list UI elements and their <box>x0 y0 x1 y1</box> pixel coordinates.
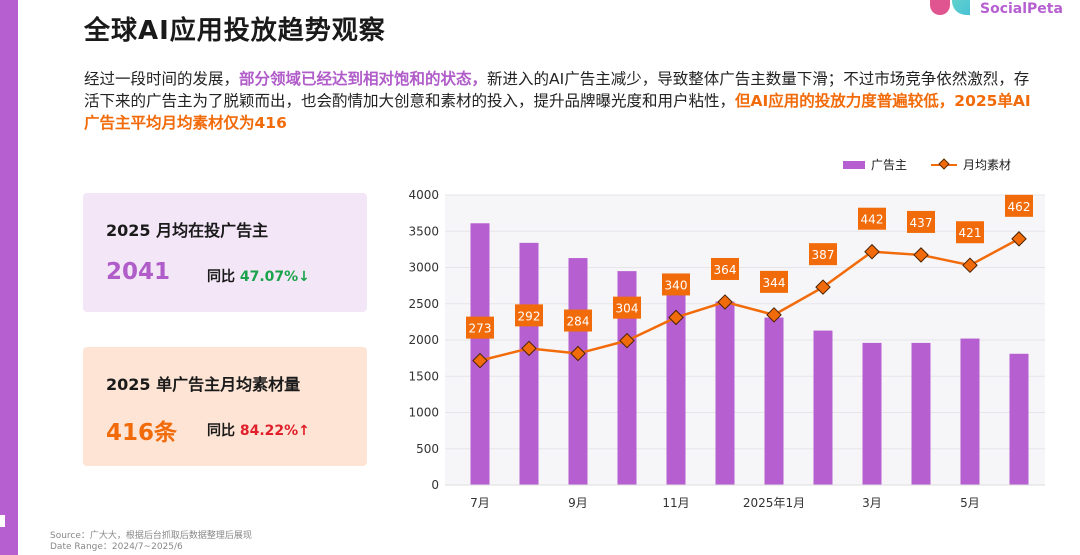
bar <box>666 284 686 485</box>
logo-shape-teal <box>952 0 970 15</box>
line-point <box>864 243 880 260</box>
chart-legend: 广告主 月均素材 <box>843 156 1011 173</box>
legend-bar-swatch <box>843 160 865 169</box>
legend-line-swatch <box>931 157 958 170</box>
yoy: 同比 84.22%↑ <box>207 420 310 440</box>
yoy-value: 47.07%↓ <box>239 269 310 285</box>
x-tick-label: 7月 <box>470 496 490 510</box>
line-point <box>1011 231 1027 247</box>
data-label-box <box>711 257 739 280</box>
data-label: 292 <box>518 309 541 323</box>
y-tick-label: 0 <box>431 478 439 492</box>
yoy: 同比 47.07%↓ <box>207 266 310 286</box>
x-tick-label: 11月 <box>662 496 689 510</box>
y-tick-label: 500 <box>416 442 439 456</box>
line-point <box>570 345 586 362</box>
y-tick-label: 1500 <box>408 369 439 383</box>
logo-text: SocialPeta <box>980 1 1063 17</box>
card-value: 416条 <box>106 420 178 446</box>
advertiser-card: 2025 月均在投广告主 2041 同比 47.07%↓ <box>83 193 367 312</box>
line-point <box>717 294 733 310</box>
data-label: 442 <box>861 213 884 227</box>
line-point <box>521 340 537 357</box>
source-text: Source：广大大，根据后台抓取后数据整理后展现 <box>50 531 252 541</box>
line-point <box>913 247 929 263</box>
yoy-label: 同比 <box>207 269 235 285</box>
yoy-value: 84.22%↑ <box>239 423 310 439</box>
data-label: 273 <box>469 322 492 336</box>
data-label: 462 <box>1008 200 1031 214</box>
bar <box>519 242 539 485</box>
data-label-box <box>466 316 494 339</box>
bar <box>911 342 931 485</box>
data-label: 437 <box>910 216 933 230</box>
yoy-label: 同比 <box>207 423 235 439</box>
data-label-box <box>662 273 690 296</box>
line-point <box>472 352 488 369</box>
x-tick-label: 5月 <box>960 496 980 510</box>
bar <box>813 330 833 485</box>
data-label-box <box>956 221 984 244</box>
data-label: 284 <box>567 315 590 329</box>
logo-shape-pink <box>930 0 950 15</box>
y-tick-label: 2000 <box>408 333 439 347</box>
para-text: 新进入的AI广告主减少，导致整体广告主数量下滑；不过市场竞争依然激烈，存活下来的… <box>84 70 1030 110</box>
para-highlight-purple: 部分领域已经达到相对饱和的状态， <box>239 70 488 88</box>
data-label-box <box>760 270 788 293</box>
data-label: 344 <box>763 276 786 290</box>
card-value: 2041 <box>106 259 171 285</box>
line-series <box>479 237 1020 362</box>
socialpeta-logo: SocialPeta <box>930 0 1080 20</box>
y-tick-label: 4000 <box>408 188 439 202</box>
creative-card: 2025 单广告主月均素材量 416条 同比 84.22%↑ <box>83 347 367 466</box>
line-point <box>668 309 684 326</box>
line-point <box>962 257 978 274</box>
legend-label: 月均素材 <box>963 158 1012 172</box>
y-tick-label: 1000 <box>408 406 439 420</box>
side-accent-bar <box>0 0 18 555</box>
bar <box>862 342 882 485</box>
line-point <box>815 279 831 295</box>
data-label-box <box>564 309 592 332</box>
data-label-box <box>907 210 935 233</box>
x-tick-label: 3月 <box>862 496 882 510</box>
source-note: Source：广大大，根据后台抓取后数据整理后展现 Date Range：202… <box>50 531 252 553</box>
legend-label: 广告主 <box>871 158 908 172</box>
data-label: 364 <box>714 263 737 277</box>
data-label-box <box>1005 194 1033 217</box>
card-title: 2025 单广告主月均素材量 <box>106 375 301 394</box>
bar <box>960 338 980 485</box>
line-point <box>619 332 635 349</box>
data-label-box <box>613 296 641 319</box>
summary-paragraph: 经过一段时间的发展，部分领域已经达到相对饱和的状态，新进入的AI广告主减少，导致… <box>84 68 1044 134</box>
y-tick-label: 2500 <box>408 297 439 311</box>
data-label: 340 <box>665 278 688 292</box>
data-label-box <box>515 304 543 327</box>
bar <box>1009 353 1029 485</box>
bar <box>715 301 735 485</box>
data-label: 421 <box>959 226 982 240</box>
bar <box>764 317 784 485</box>
page-title: 全球AI应用投放趋势观察 <box>84 16 386 46</box>
line-point <box>766 307 782 323</box>
y-tick-label: 3500 <box>408 224 439 238</box>
bar <box>617 271 637 485</box>
x-tick-label: 9月 <box>568 496 588 510</box>
data-label: 304 <box>616 302 639 316</box>
date-range-text: Date Range：2024/7~2025/6 <box>50 542 183 552</box>
data-label-box <box>858 207 886 230</box>
para-text: 经过一段时间的发展， <box>84 70 240 88</box>
card-title: 2025 月均在投广告主 <box>106 221 269 240</box>
x-tick-label: 2025年1月 <box>743 496 805 510</box>
side-mark <box>0 515 5 527</box>
data-label: 387 <box>812 248 835 262</box>
para-highlight-orange: 但AI应用的投放力度普遍较低，2025单AI广告主平均月均素材仅为416 <box>84 92 1031 132</box>
y-tick-label: 3000 <box>408 261 439 275</box>
data-label-box <box>809 243 837 266</box>
bar <box>568 258 588 485</box>
combo-chart: 0 500 1000 1500 2000 2500 3000 3500 4000 273 292 28… <box>408 188 1045 510</box>
